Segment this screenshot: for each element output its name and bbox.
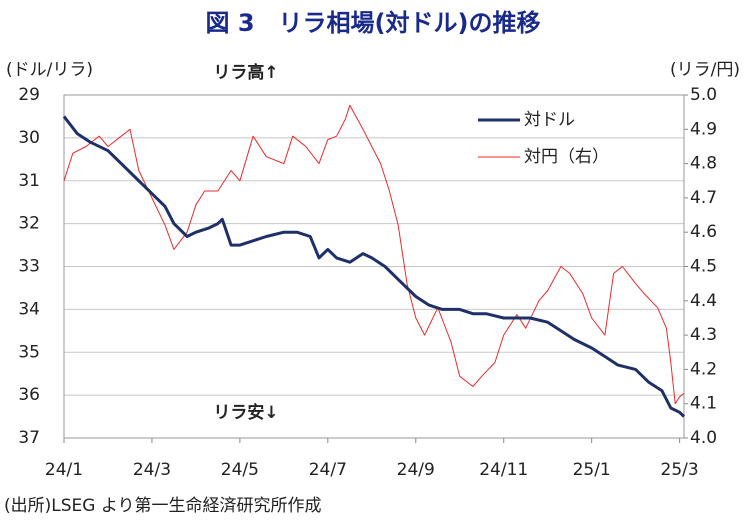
y-tick-label: 31 xyxy=(18,171,40,191)
y2-tick-label: 4.8 xyxy=(690,154,717,174)
y2-tick-label: 5.0 xyxy=(690,85,717,105)
y2-tick-label: 4.1 xyxy=(690,394,717,414)
y2-tick-label: 4.5 xyxy=(690,257,717,277)
x-tick-label: 25/1 xyxy=(573,460,611,480)
y-tick-label: 29 xyxy=(18,85,40,105)
y2-tick-label: 4.2 xyxy=(690,359,717,379)
x-tick-label: 24/11 xyxy=(479,460,528,480)
legend-label: 対円（右） xyxy=(524,147,609,167)
chart-title: 図 3 リラ相場(対ドル)の推移 xyxy=(206,9,541,37)
y2-axis-label: (リラ/円) xyxy=(670,60,740,80)
y-tick-label: 34 xyxy=(18,299,40,319)
y2-tick-label: 4.3 xyxy=(690,325,717,345)
x-tick-label: 24/9 xyxy=(397,460,435,480)
annotation: リラ高↑ xyxy=(213,62,278,83)
y2-tick-label: 4.4 xyxy=(690,291,717,311)
y-tick-label: 35 xyxy=(18,342,40,362)
series-line xyxy=(63,104,685,405)
y2-tick-label: 4.0 xyxy=(690,428,717,448)
x-tick-label: 24/5 xyxy=(221,460,259,480)
x-tick-label: 24/3 xyxy=(133,460,171,480)
x-tick-label: 25/3 xyxy=(661,460,699,480)
plot-border xyxy=(63,94,685,439)
y2-tick-label: 4.6 xyxy=(690,222,717,242)
y2-tick-label: 4.9 xyxy=(690,119,717,139)
series-line xyxy=(62,115,686,418)
y-tick-label: 32 xyxy=(18,214,40,234)
source-note: (出所)LSEG より第一生命経済研究所作成 xyxy=(4,496,322,516)
y2-tick-label: 4.7 xyxy=(690,188,717,208)
y-tick-label: 33 xyxy=(18,257,40,277)
y-axis-label: (ドル/リラ) xyxy=(6,60,93,80)
legend-label: 対ドル xyxy=(524,110,575,130)
y-tick-label: 36 xyxy=(18,385,40,405)
x-tick-label: 24/7 xyxy=(309,460,347,480)
y-tick-label: 37 xyxy=(18,428,40,448)
x-tick-label: 24/1 xyxy=(45,460,83,480)
y-tick-label: 30 xyxy=(18,128,40,148)
annotation: リラ安↓ xyxy=(213,402,278,423)
